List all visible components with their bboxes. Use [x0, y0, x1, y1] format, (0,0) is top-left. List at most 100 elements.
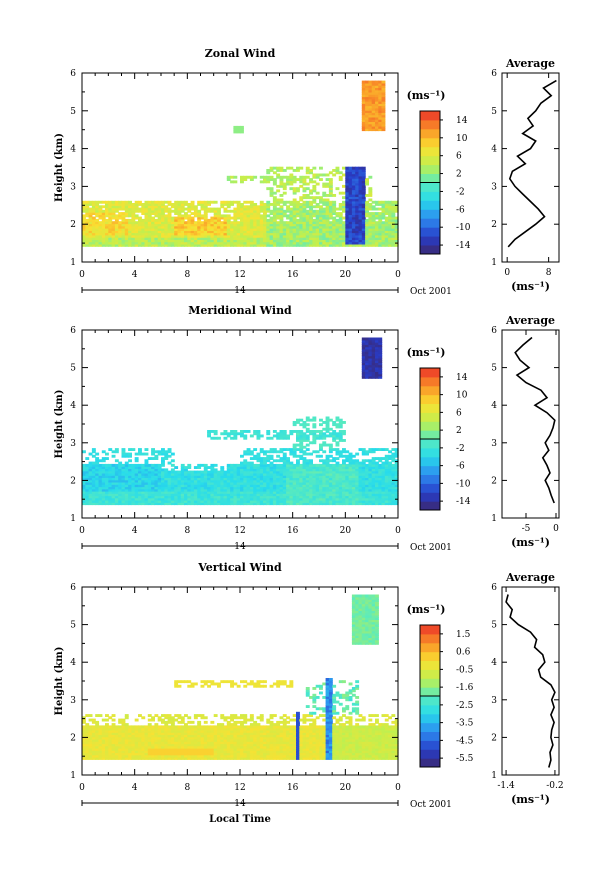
heatmap-cell	[348, 200, 353, 204]
heatmap-cell	[361, 198, 366, 202]
heatmap-cell	[121, 241, 126, 245]
heatmap-cell	[217, 216, 221, 220]
heatmap-cell	[325, 497, 330, 501]
colorbar-segment	[420, 227, 440, 237]
heatmap-cell	[193, 223, 198, 227]
heatmap-cell	[368, 107, 373, 111]
heatmap-cell	[299, 500, 304, 503]
heatmap-cell	[124, 225, 129, 229]
heatmap-cell	[322, 475, 327, 478]
heatmap-cell	[378, 80, 383, 84]
heatmap-cell	[355, 237, 360, 240]
heatmap-cell	[91, 205, 96, 209]
heatmap-cell	[368, 191, 373, 195]
heatmap-cell	[114, 470, 119, 474]
heatmap-cell	[91, 472, 96, 476]
heatmap-cell	[282, 754, 287, 758]
heatmap-cell	[141, 468, 146, 472]
heatmap-cell	[335, 225, 340, 229]
heatmap-cell	[233, 479, 238, 483]
heatmap-cell	[292, 225, 297, 229]
heatmap-cell	[253, 430, 258, 433]
heatmap-cell	[279, 200, 284, 204]
heatmap-cell	[177, 752, 182, 756]
heatmap-cell	[184, 490, 188, 494]
heatmap-cell	[233, 128, 238, 132]
heatmap-cell	[144, 223, 149, 227]
heatmap-cell	[174, 243, 179, 247]
heatmap-cell	[259, 203, 264, 206]
heatmap-cell	[325, 194, 330, 197]
heatmap-cell	[200, 200, 205, 204]
heatmap-cell	[124, 468, 129, 472]
heatmap-cell	[147, 457, 152, 460]
heatmap-cell	[358, 194, 363, 197]
heatmap-cell	[203, 239, 208, 243]
heatmap-cell	[315, 216, 320, 220]
heatmap-cell	[355, 218, 360, 222]
heatmap-cell	[121, 452, 126, 456]
heatmap-cell	[351, 241, 356, 245]
heatmap-cell	[144, 234, 149, 238]
heatmap-cell	[342, 468, 346, 472]
heatmap-cell	[378, 495, 383, 499]
heatmap-cell	[144, 466, 149, 469]
heatmap-cell	[276, 754, 281, 758]
heatmap-cell	[378, 94, 383, 98]
heatmap-cell	[384, 448, 389, 451]
heatmap-cell	[348, 468, 353, 472]
heatmap-cell	[296, 239, 300, 243]
heatmap-cell	[246, 500, 251, 503]
heatmap-cell	[319, 196, 323, 200]
heatmap-cell	[292, 468, 297, 472]
heatmap-cell	[358, 228, 363, 231]
heatmap-cell	[269, 436, 274, 440]
heatmap-cell	[381, 200, 386, 204]
heatmap-cell	[322, 200, 327, 204]
heatmap-cell	[345, 475, 350, 478]
heatmap-cell	[253, 490, 258, 494]
heatmap-cell	[134, 495, 139, 499]
heatmap-cell	[174, 493, 179, 497]
heatmap-cell	[118, 468, 123, 472]
heatmap-cell	[391, 448, 396, 451]
heatmap-cell	[108, 228, 113, 231]
heatmap-cell	[197, 228, 202, 231]
heatmap-cell	[378, 225, 383, 229]
heatmap-cell	[203, 481, 208, 485]
heatmap-cell	[266, 221, 271, 225]
heatmap-cell	[269, 221, 274, 225]
heatmap-cell	[124, 479, 129, 483]
heatmap-cell	[315, 214, 320, 218]
heatmap-cell	[88, 234, 93, 238]
heatmap-cell	[388, 230, 392, 234]
heatmap-cell	[338, 171, 343, 175]
heatmap-cell	[279, 490, 284, 494]
heatmap-cell	[269, 448, 274, 451]
heatmap-cell	[381, 237, 386, 240]
heatmap-cell	[98, 221, 103, 225]
heatmap-cell	[375, 82, 379, 86]
heatmap-cell	[289, 178, 294, 181]
heatmap-cell	[157, 450, 162, 454]
heatmap-cell	[138, 481, 142, 485]
heatmap-cell	[302, 182, 307, 186]
heatmap-cell	[325, 421, 330, 424]
heatmap-cell	[167, 212, 172, 215]
heatmap-cell	[391, 495, 396, 499]
heatmap-cell	[312, 450, 317, 454]
heatmap-cell	[118, 214, 123, 218]
heatmap-cell	[147, 500, 152, 503]
heatmap-cell	[322, 225, 327, 229]
heatmap-cell	[371, 85, 376, 88]
heatmap-cell	[381, 82, 386, 86]
heatmap-cell	[98, 232, 103, 236]
heatmap-cell	[296, 757, 300, 760]
colorbar-tick-label: 14	[456, 373, 468, 383]
heatmap-cell	[167, 450, 172, 454]
heatmap-cell	[381, 477, 386, 481]
heatmap-cell	[121, 752, 126, 756]
heatmap-cell	[108, 486, 113, 490]
heatmap-cell	[210, 490, 215, 494]
heatmap-cell	[210, 228, 215, 231]
